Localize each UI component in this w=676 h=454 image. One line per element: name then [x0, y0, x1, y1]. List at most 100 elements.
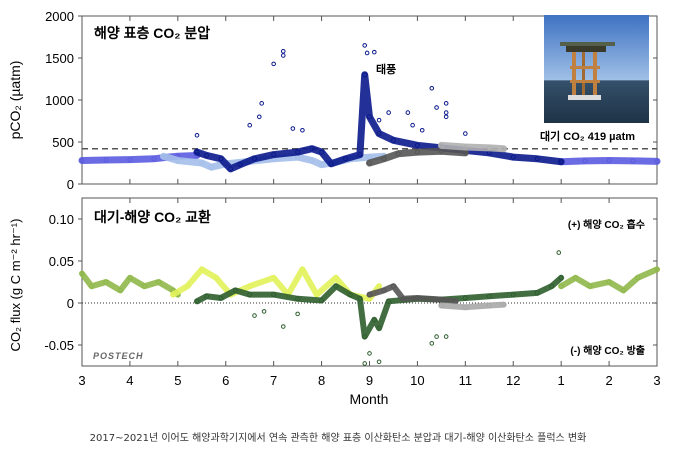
pco2-point: [237, 162, 243, 168]
x-tick-label: 4: [126, 373, 133, 388]
pco2-title: 해양 표층 CO₂ 분압: [94, 25, 210, 41]
pco2-outlier-point: [463, 131, 468, 136]
flux-point: [117, 287, 123, 293]
pco2-point: [390, 137, 396, 143]
flux-outlier-point: [261, 309, 267, 314]
pco2-outlier-point: [362, 43, 368, 48]
pco2-point: [309, 157, 315, 163]
pco2-point: [367, 154, 372, 160]
flux-point: [357, 296, 363, 302]
pco2-ylabel: pCO₂ (µatm): [7, 61, 23, 140]
pco2-outlier-point: [419, 127, 425, 133]
pco2-point: [204, 152, 210, 158]
flux-point: [381, 287, 387, 293]
pco2-outlier-point: [300, 127, 305, 133]
pco2-point: [414, 142, 420, 148]
pco2-point: [438, 142, 444, 148]
pco2-series-0: [78, 151, 201, 164]
flux-outlier-point: [556, 250, 562, 255]
x-axis-label: Month: [350, 391, 389, 407]
pco2-point: [175, 157, 181, 163]
pco2-point: [362, 72, 368, 78]
flux-series-4: [366, 283, 459, 305]
flux-point: [462, 295, 468, 301]
flux-point: [606, 279, 612, 285]
flux-point: [558, 283, 564, 289]
pco2-point: [462, 144, 468, 150]
pco2-point: [367, 160, 372, 166]
pco2-outlier-point: [443, 110, 449, 115]
flux-point: [204, 293, 210, 299]
flux-point: [199, 266, 205, 272]
x-tick-label: 7: [270, 373, 277, 388]
flux-point: [371, 317, 377, 323]
flux-point: [558, 275, 564, 281]
flux-point: [390, 283, 396, 289]
y-tick-label: 1500: [45, 51, 74, 66]
flux-series-0: [79, 270, 181, 298]
flux-point: [319, 297, 325, 303]
flux-point: [414, 295, 420, 301]
x-tick-label: 6: [222, 373, 229, 388]
flux-point: [386, 298, 392, 304]
typhoon-label: 태풍: [376, 62, 396, 76]
x-tick-label: 5: [174, 373, 181, 388]
x-tick-label: 2: [605, 373, 612, 388]
pco2-point: [199, 160, 205, 166]
flux-point: [247, 283, 253, 289]
pco2-point: [208, 164, 214, 170]
flux-outlier-point: [280, 324, 286, 329]
flux-outlier-point: [362, 361, 368, 366]
pco2-outlier-point: [371, 49, 377, 55]
flux-point: [170, 292, 176, 298]
flux-point: [89, 283, 95, 289]
pco2-point: [103, 157, 109, 163]
pco2-outlier-point: [443, 101, 449, 106]
pco2-outlier-point: [247, 122, 253, 128]
x-tick-label: 12: [506, 373, 520, 388]
pco2-point: [558, 159, 564, 165]
flux-point: [367, 292, 372, 298]
flux-point: [486, 293, 492, 299]
flux-point: [218, 295, 224, 301]
pco2-series-1: [557, 156, 661, 166]
y-tick-label: 2000: [45, 9, 74, 24]
y-tick-label: 0: [67, 177, 74, 192]
caption: 2017~2021년 이어도 해양과학기지에서 연속 관측한 해양 표층 이산화…: [90, 431, 587, 444]
y-tick-label: 1000: [45, 93, 74, 108]
flux-point: [232, 287, 238, 293]
pco2-panel: 0 500 1000 1500 2000 해양 표층 CO₂ 분압 태풍 대기 CO₂ …: [7, 9, 661, 192]
y-tick-label: 0.05: [49, 254, 74, 269]
pco2-outlier-point: [280, 48, 286, 54]
pco2-outlier-point: [194, 132, 200, 138]
flux-point: [400, 296, 406, 302]
pco2-point: [630, 158, 636, 164]
flux-point: [347, 292, 353, 298]
flux-point: [486, 303, 492, 309]
pco2-point: [309, 146, 315, 152]
x-tick-label: 3: [78, 373, 85, 388]
pco2-outlier-point: [434, 105, 439, 110]
pco2-point: [228, 166, 234, 172]
flux-outlier-point: [376, 359, 382, 365]
y-tick-label: 0.10: [49, 212, 74, 227]
flux-outlier-point: [443, 334, 449, 339]
flux-point: [462, 304, 468, 310]
pco2-point: [343, 156, 349, 162]
pco2-point: [252, 156, 257, 162]
pco2-point: [438, 148, 444, 154]
flux-ylabel: CO₂ flux (g C m⁻² hr⁻¹): [8, 219, 23, 352]
pco2-point: [357, 152, 363, 158]
x-tick-label: 8: [318, 373, 325, 388]
x-tick-label: 3: [653, 373, 660, 388]
platform-photo: [544, 15, 649, 123]
pco2-point: [376, 131, 382, 137]
pco2-outlier-point: [405, 110, 411, 115]
flux-point: [314, 292, 320, 298]
pco2-point: [582, 158, 588, 164]
flux-outlier-point: [295, 311, 300, 317]
flux-outlier-point: [367, 351, 372, 356]
x-tick-label: 9: [366, 373, 373, 388]
